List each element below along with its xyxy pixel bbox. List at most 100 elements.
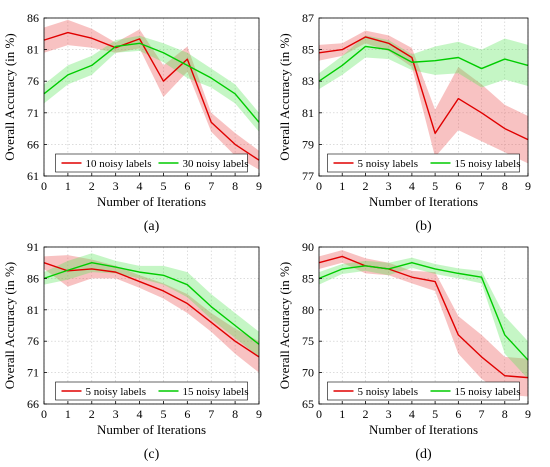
x-tick-label: 5 [432,407,438,421]
y-tick-label: 83 [302,74,314,88]
axes-frame [318,17,529,177]
y-axis-label: Overall Accuracy (in %) [277,33,292,160]
legend-box [327,381,520,401]
x-axis-label: Number of Iterations [97,422,206,437]
x-tick-label: 7 [479,407,485,421]
y-tick-label: 71 [27,366,39,380]
x-tick-label: 8 [502,179,508,193]
panel-label: (a) [144,219,160,234]
legend-box [55,153,248,173]
x-tick-label: 2 [362,179,368,193]
x-tick-label: 3 [386,179,392,193]
legend-label-1: 5 noisy labels [358,158,419,170]
legend-box [55,381,248,401]
series-line-1 [43,262,260,358]
y-tick-label: 81 [27,43,39,57]
y-tick-label: 85 [302,43,314,57]
legend-label-1: 10 noisy labels [86,158,152,170]
x-tick-label: 9 [525,407,531,421]
y-tick-label: 76 [27,334,39,348]
y-axis-label: Overall Accuracy (in %) [2,262,17,389]
x-tick-label: 4 [409,179,415,193]
y-tick-label: 71 [27,106,39,120]
y-tick-label: 70 [302,366,314,380]
x-tick-label: 4 [409,407,415,421]
series-line-2 [318,262,529,361]
x-tick-label: 0 [316,407,322,421]
x-axis-label: Number of Iterations [97,194,206,209]
x-tick-label: 0 [41,407,47,421]
series-band-1 [44,255,259,373]
x-tick-label: 0 [41,179,47,193]
y-tick-label: 65 [302,397,314,411]
chart-panel-2: 0 1 2 3 4 5 6 7 8 9 77 79 81 83 85 87 Number of Iteratio… [277,11,531,234]
x-tick-label: 4 [137,407,143,421]
y-tick-label: 66 [27,137,39,151]
x-tick-label: 2 [362,407,368,421]
x-axis-label: Number of Iterations [369,194,478,209]
legend-box [327,153,520,173]
y-tick-label: 86 [27,271,39,285]
plot-area [319,247,528,404]
x-tick-label: 3 [386,407,392,421]
x-tick-label: 6 [455,179,461,193]
panel-label: (d) [415,447,432,462]
chart-panel-3: 0 1 2 3 4 5 6 7 8 9 66 71 76 81 86 91 Number of Iteratio… [2,240,262,462]
y-tick-label: 80 [302,303,314,317]
x-tick-label: 2 [89,179,95,193]
y-tick-label: 87 [302,11,314,25]
x-tick-label: 5 [432,179,438,193]
panel-label: (c) [144,447,160,462]
y-tick-label: 81 [27,303,39,317]
series-line-2 [318,45,529,82]
x-tick-label: 1 [65,407,71,421]
chart-panel-1: 0 1 2 3 4 5 6 7 8 9 61 66 71 76 81 86 Number of Iteratio… [2,11,262,234]
y-axis-label: Overall Accuracy (in %) [2,33,17,160]
y-tick-label: 66 [27,397,39,411]
x-tick-label: 8 [232,407,238,421]
axes-frame [318,246,529,405]
series-line-1 [43,31,260,161]
x-tick-label: 1 [339,407,345,421]
legend-label-2: 15 noisy labels [455,158,521,170]
y-tick-label: 61 [27,169,39,183]
y-tick-label: 81 [302,106,314,120]
series-line-1 [318,255,529,379]
panel-label: (b) [415,219,432,234]
x-tick-label: 2 [89,407,95,421]
x-tick-label: 1 [65,179,71,193]
series-line-1 [318,36,529,141]
axes-frame [43,246,260,405]
x-tick-label: 5 [160,407,166,421]
chart-panel-4: 0 1 2 3 4 5 6 7 8 9 65 70 75 80 85 90 Number of Iteratio… [277,240,531,462]
plot-area [44,18,259,176]
legend-label-2: 15 noisy labels [455,386,521,398]
x-tick-label: 3 [113,407,119,421]
y-tick-label: 91 [27,240,39,254]
axes-frame [43,17,260,177]
series-line-2 [43,42,260,123]
series-band-1 [319,250,528,397]
x-tick-label: 6 [455,407,461,421]
legend-label-2: 15 noisy labels [183,386,249,398]
y-tick-label: 85 [302,271,314,285]
x-axis-label: Number of Iterations [369,422,478,437]
y-tick-label: 90 [302,240,314,254]
x-tick-label: 9 [256,407,262,421]
y-tick-label: 75 [302,334,314,348]
x-tick-label: 7 [208,407,214,421]
x-tick-label: 8 [232,179,238,193]
x-tick-label: 4 [137,179,143,193]
legend-label-1: 5 noisy labels [86,386,147,398]
y-tick-label: 86 [27,11,39,25]
series-line-2 [43,262,260,345]
legend-label-1: 5 noisy labels [358,386,419,398]
x-tick-label: 9 [525,179,531,193]
x-tick-label: 0 [316,179,322,193]
x-tick-label: 5 [160,179,166,193]
y-tick-label: 76 [27,74,39,88]
x-tick-label: 7 [208,179,214,193]
y-tick-label: 79 [302,137,314,151]
x-tick-label: 6 [184,407,190,421]
